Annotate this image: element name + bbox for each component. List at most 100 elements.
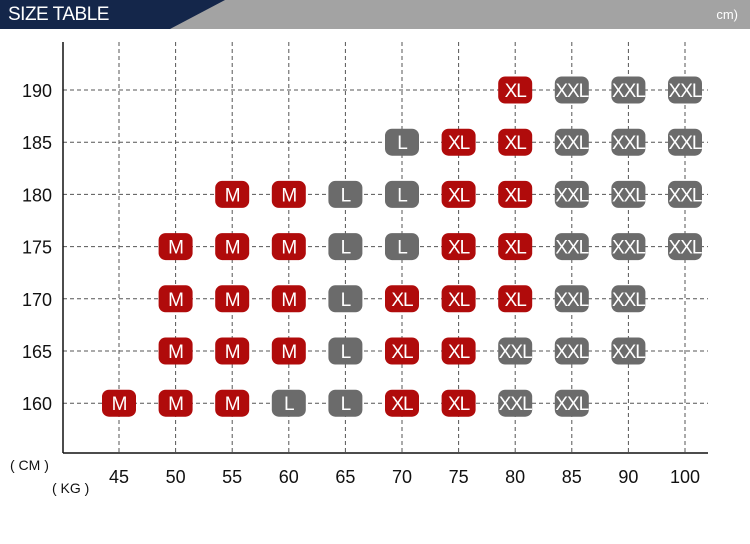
size-badge-xxl (611, 337, 646, 365)
size-badge-label: M (281, 342, 296, 363)
x-tick-label: 75 (449, 467, 469, 487)
size-badge-xl (441, 233, 476, 261)
size-badge-l (328, 180, 363, 208)
y-tick-label: 165 (22, 342, 52, 362)
size-badge-label: XL (505, 133, 527, 154)
size-badge-label: L (341, 185, 351, 206)
size-badge-m (215, 233, 250, 261)
size-badge-xxl (554, 180, 589, 208)
size-badge-label: M (225, 238, 240, 259)
size-badge-label: L (341, 238, 351, 259)
size-badge-xxl (554, 76, 589, 104)
x-tick-label: 100 (670, 467, 700, 487)
x-tick-label: 55 (222, 467, 242, 487)
size-badge-label: XXL (555, 290, 588, 311)
size-badge-label: L (341, 394, 351, 415)
size-badge-xxl (611, 76, 646, 104)
size-badge-xl (385, 285, 419, 313)
size-badge-label: XXL (555, 238, 588, 259)
y-tick-label: 180 (22, 185, 52, 205)
size-badge-xl (498, 76, 533, 104)
header-bar: SIZE TABLE cm) (0, 0, 750, 29)
x-tick-label: 50 (166, 467, 186, 487)
size-badge-label: XXL (612, 185, 645, 206)
size-badge-label: XXL (612, 238, 645, 259)
size-badge-m (158, 233, 193, 261)
size-badge-xxl (554, 389, 589, 417)
size-badge-label: XL (448, 342, 470, 363)
size-badge-xl (498, 233, 533, 261)
size-badge-label: XXL (555, 133, 588, 154)
size-badge-xxl (611, 233, 646, 261)
size-badge-label: M (168, 290, 183, 311)
y-tick-label: 160 (22, 394, 52, 414)
size-badge-label: M (281, 290, 296, 311)
size-badge-label: XL (391, 290, 413, 311)
size-badge-label: XXL (499, 394, 532, 415)
size-badge-label: M (225, 290, 240, 311)
size-badge-m (215, 180, 250, 208)
size-badge-m (158, 285, 193, 313)
y-tick-label: 190 (22, 81, 52, 101)
size-badge-label: XXL (499, 342, 532, 363)
x-tick-label: 70 (392, 467, 412, 487)
size-badge-m (271, 337, 306, 365)
x-tick-label: 90 (618, 467, 638, 487)
size-badge-xxl (554, 285, 589, 313)
size-badge-label: XXL (612, 81, 645, 102)
size-badge-label: XL (505, 185, 527, 206)
size-badge-xl (498, 180, 533, 208)
size-badge-xxl (668, 233, 702, 261)
size-badge-label: XL (448, 290, 470, 311)
x-tick-label: 45 (109, 467, 129, 487)
y-tick-label: 175 (22, 238, 52, 258)
size-badge-xxl (554, 337, 589, 365)
size-badge-xxl (668, 180, 702, 208)
size-badge-m (158, 337, 193, 365)
x-tick-label: 80 (505, 467, 525, 487)
size-badge-xl (385, 389, 419, 417)
size-badge-m (271, 285, 306, 313)
x-tick-label: 65 (335, 467, 355, 487)
size-badge-label: XL (448, 238, 470, 259)
y-axis-label: ( CM ) (10, 457, 49, 473)
size-badge-l (328, 233, 363, 261)
size-badge-label: L (397, 185, 407, 206)
size-badge-xxl (611, 128, 646, 156)
size-badge-m (158, 389, 193, 417)
size-badge-label: XL (391, 394, 413, 415)
size-badge-label: XXL (555, 185, 588, 206)
size-badge-xxl (668, 76, 702, 104)
size-badge-xxl (668, 128, 702, 156)
size-badge-label: M (168, 394, 183, 415)
size-badge-label: M (225, 394, 240, 415)
size-badge-label: L (397, 238, 407, 259)
size-badge-xxl (498, 389, 533, 417)
size-badge-label: L (341, 290, 351, 311)
size-badge-label: XXL (555, 394, 588, 415)
size-badge-label: L (284, 394, 294, 415)
size-badge-label: XXL (612, 290, 645, 311)
size-badge-l (328, 337, 363, 365)
size-badge-xxl (554, 233, 589, 261)
size-badge-xl (441, 180, 476, 208)
size-badge-label: XL (448, 133, 470, 154)
size-badge-label: M (168, 238, 183, 259)
size-badge-xl (385, 337, 419, 365)
size-badge-label: XL (391, 342, 413, 363)
size-badge-label: XXL (555, 342, 588, 363)
size-badge-label: M (112, 394, 127, 415)
size-badge-label: XXL (669, 185, 702, 206)
size-badge-m (271, 233, 306, 261)
size-badge-label: XXL (612, 342, 645, 363)
size-badge-label: M (281, 185, 296, 206)
size-badge-l (328, 285, 363, 313)
y-tick-label: 185 (22, 133, 52, 153)
size-badge-label: M (168, 342, 183, 363)
size-badge-l (328, 389, 363, 417)
size-badge-label: XL (448, 394, 470, 415)
size-badge-xl (498, 285, 533, 313)
size-badge-l (271, 389, 306, 417)
size-badge-label: XL (505, 238, 527, 259)
